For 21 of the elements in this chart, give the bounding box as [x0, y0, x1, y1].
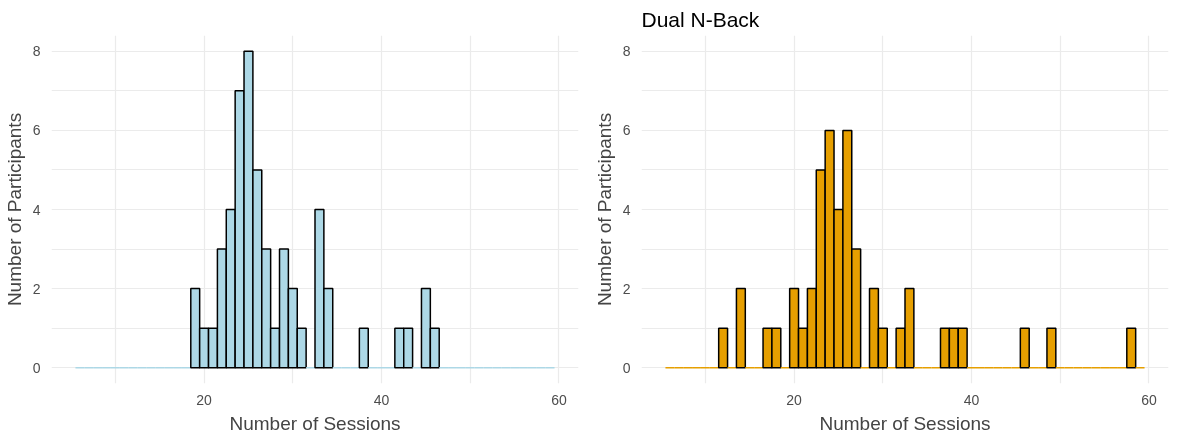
y-tick-label: 4 — [622, 201, 631, 218]
y-tick-label: 2 — [32, 280, 41, 297]
x-tick-label: 20 — [196, 391, 213, 408]
y-axis-title: Number of Participants — [593, 112, 615, 307]
y-axis-title: Number of Participants — [3, 112, 25, 307]
y-tick-label: 2 — [622, 280, 631, 297]
y-tick-label: 0 — [622, 359, 631, 376]
y-tick-label: 6 — [32, 122, 41, 139]
y-tick-label: 6 — [622, 122, 631, 139]
x-tick-label: 60 — [551, 391, 567, 408]
x-tick-label: 20 — [786, 391, 803, 408]
x-axis-title: Number of Sessions — [819, 412, 991, 434]
y-tick-label: 4 — [32, 201, 41, 218]
x-axis-title: Number of Sessions — [229, 412, 401, 434]
x-tick-label: 40 — [963, 391, 980, 408]
x-tick-label: 60 — [1141, 391, 1157, 408]
x-tick-label: 40 — [373, 391, 390, 408]
y-tick-label: 0 — [32, 359, 41, 376]
y-tick-label: 8 — [622, 43, 631, 60]
chart-title: Dual N-Back — [641, 7, 760, 31]
y-tick-label: 8 — [32, 43, 41, 60]
